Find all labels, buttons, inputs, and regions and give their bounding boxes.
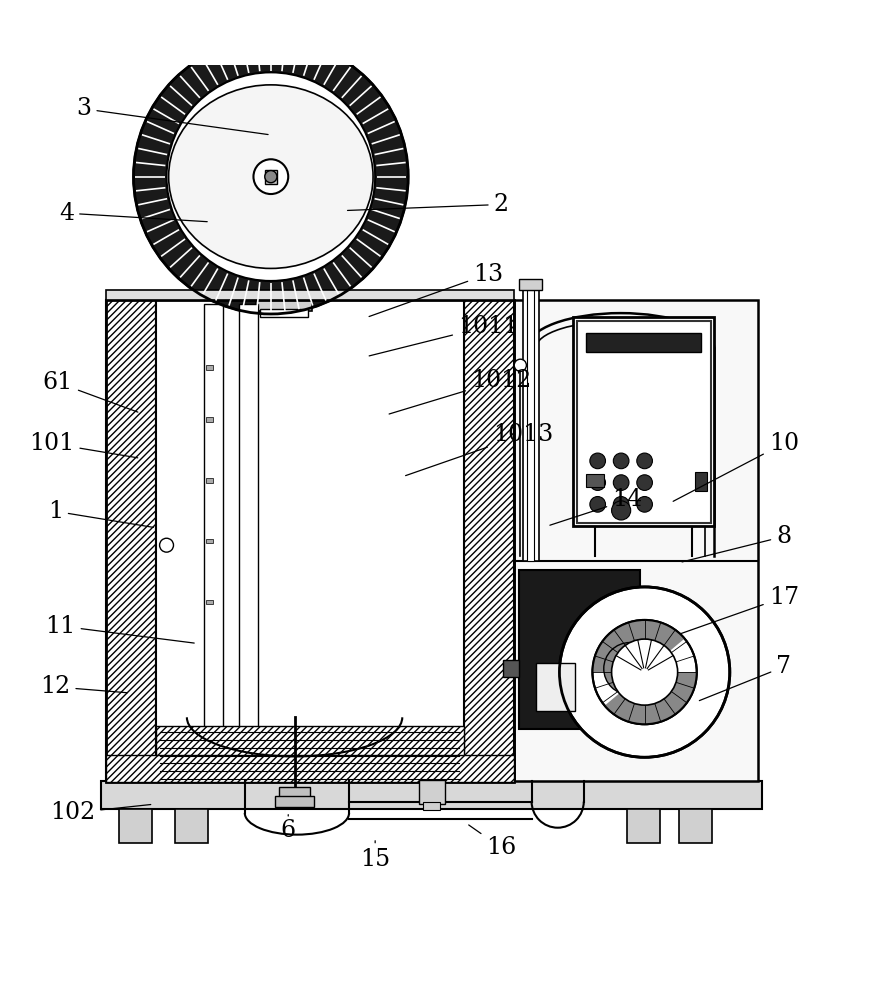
Circle shape [254,159,289,194]
Bar [239,304,258,774]
Bar [423,802,440,810]
Bar [523,290,539,561]
Bar [679,809,712,843]
Circle shape [637,475,652,490]
Bar [206,365,213,370]
Text: 13: 13 [369,263,503,317]
Circle shape [613,497,629,512]
Text: 1: 1 [48,500,153,527]
Circle shape [589,453,605,469]
Circle shape [592,620,697,724]
Bar [279,787,310,798]
Circle shape [611,501,630,520]
Bar [156,726,464,782]
Bar [586,333,701,352]
Bar [256,300,311,311]
Bar [514,300,758,781]
Text: 14: 14 [550,488,643,525]
Text: 3: 3 [77,97,268,135]
Circle shape [167,72,375,281]
Wedge shape [592,620,685,672]
Bar [419,780,445,804]
Circle shape [560,587,730,757]
Text: 17: 17 [680,586,799,634]
Circle shape [637,497,652,512]
Text: 10: 10 [673,432,799,501]
Bar [573,317,714,526]
Text: 15: 15 [360,841,390,871]
Bar [695,472,707,491]
Bar [464,300,514,782]
Circle shape [589,497,605,512]
Text: 101: 101 [29,432,138,458]
Bar [586,474,603,487]
Text: 12: 12 [40,675,127,698]
Ellipse shape [168,85,373,268]
Circle shape [265,171,277,183]
Bar [175,809,208,843]
Bar [503,660,519,677]
Bar [106,290,514,300]
Wedge shape [604,672,697,724]
Bar [119,809,152,843]
Bar [106,755,514,782]
Text: 8: 8 [682,525,791,562]
Bar [519,570,640,729]
Circle shape [514,359,527,371]
Text: 16: 16 [468,825,516,859]
Bar [520,279,542,290]
Bar [101,781,762,809]
Bar [206,417,213,422]
Bar [106,300,156,782]
Circle shape [160,538,174,552]
Text: 7: 7 [699,655,791,701]
Circle shape [603,643,656,695]
Circle shape [637,453,652,469]
Text: 102: 102 [50,801,151,824]
Text: 61: 61 [43,371,138,412]
Bar [204,304,223,774]
Bar [260,309,308,317]
Bar [276,796,314,807]
Bar [206,539,213,543]
Text: 1013: 1013 [405,423,553,476]
Text: 1011: 1011 [369,315,518,356]
Text: 4: 4 [59,202,208,225]
Bar [576,321,711,523]
Bar [156,300,464,782]
Bar [262,300,305,316]
Text: 1012: 1012 [389,369,531,414]
Text: 2: 2 [348,193,508,216]
Circle shape [589,475,605,490]
Circle shape [133,39,408,314]
Bar [536,663,575,711]
Bar [106,300,514,782]
Bar [627,809,660,843]
Bar [528,290,535,561]
Text: 11: 11 [45,615,194,643]
Bar [265,170,277,184]
Text: 6: 6 [281,815,296,842]
Circle shape [613,475,629,490]
Circle shape [611,639,678,705]
Bar [206,600,213,604]
Bar [206,478,213,483]
Bar [270,300,298,316]
Circle shape [613,453,629,469]
